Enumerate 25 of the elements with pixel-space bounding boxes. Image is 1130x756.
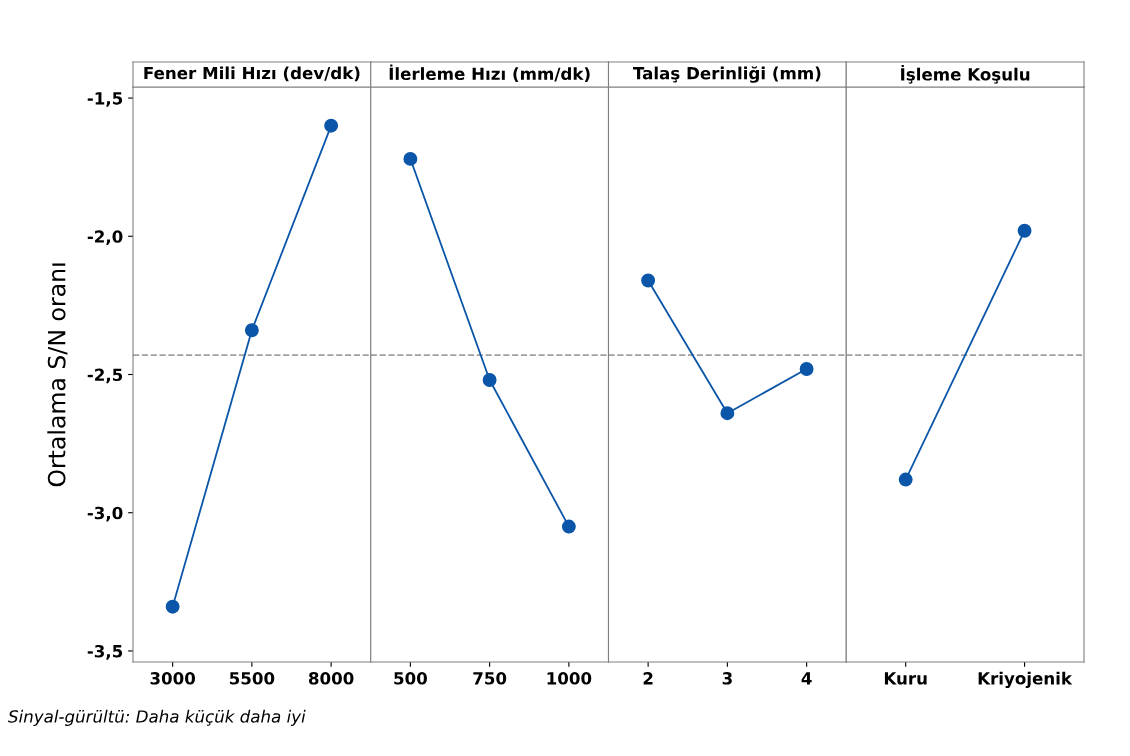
x-tick-label: 500 (394, 672, 427, 685)
chart-title: Talaş Derinliği (mm) (632, 66, 821, 83)
y-tick-label: -3,0 (87, 506, 123, 522)
y-tick-label: -2,0 (87, 230, 123, 245)
point (324, 118, 339, 133)
point (244, 323, 259, 338)
x-tick-label: 1000 (547, 672, 592, 685)
text: Sinyal-gürültü: Daha küçük daha iyi (8, 709, 306, 726)
x-tick-label: 2 (643, 672, 653, 685)
x-tick-label: 3 (722, 672, 732, 685)
y-tick-label: -3,5 (87, 644, 123, 660)
x-tick-label: 3000 (150, 672, 196, 685)
x-tick-label: Kriyojenik (978, 671, 1073, 688)
chart-title: İşleme Koşulu (901, 64, 1030, 84)
y-tick-label: -2,5 (87, 368, 123, 384)
x-tick-label: 4 (801, 672, 812, 685)
y-tick-label: -1,5 (87, 92, 123, 107)
point (165, 599, 180, 614)
x-tick-label: 8000 (308, 672, 354, 685)
y-axis-title: Ortalama S/N oranı (47, 263, 68, 487)
x-tick-label: 5500 (229, 672, 275, 685)
chart-title: İlerleme Hızı (mm/dk) (389, 64, 590, 83)
chart-title: Fener Mili Hızı (dev/dk) (144, 66, 360, 82)
x-tick-label: 750 (473, 672, 507, 685)
x-tick-label: Kuru (884, 672, 927, 685)
